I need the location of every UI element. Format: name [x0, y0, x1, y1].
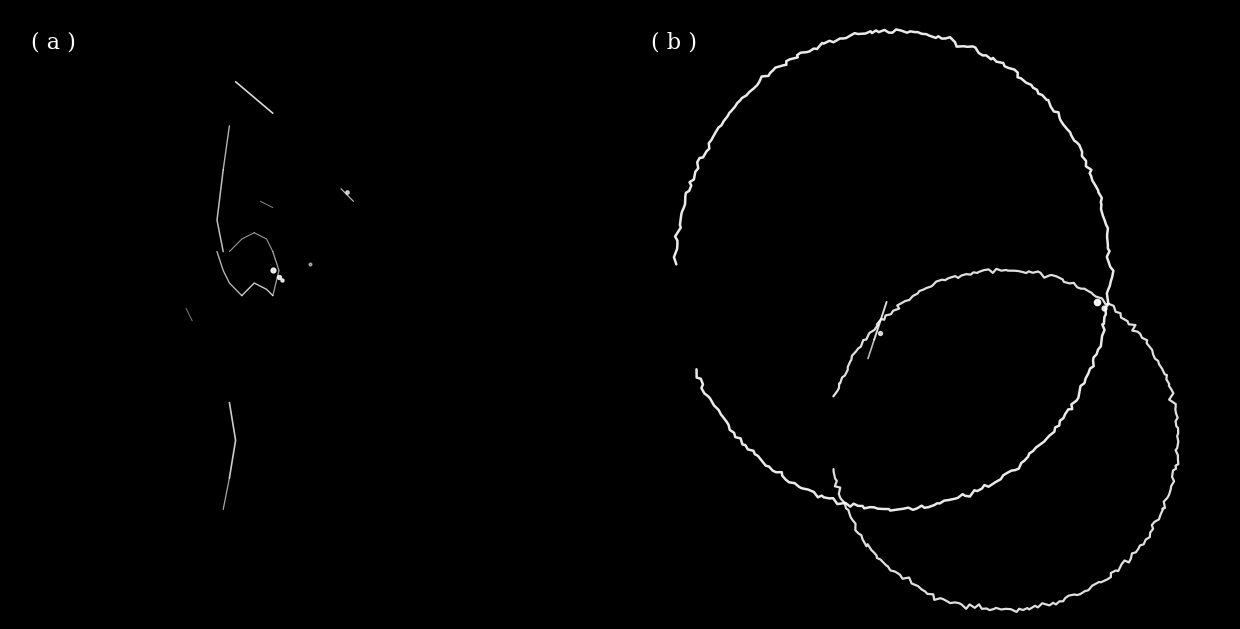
Point — [337, 187, 357, 197]
Point — [1087, 297, 1107, 307]
Point — [269, 272, 289, 282]
Point — [870, 328, 890, 338]
Point — [1094, 303, 1114, 313]
Point — [263, 265, 283, 276]
Point — [300, 259, 320, 269]
Point — [273, 275, 293, 285]
Text: ( a ): ( a ) — [31, 31, 76, 53]
Text: ( b ): ( b ) — [651, 31, 697, 53]
